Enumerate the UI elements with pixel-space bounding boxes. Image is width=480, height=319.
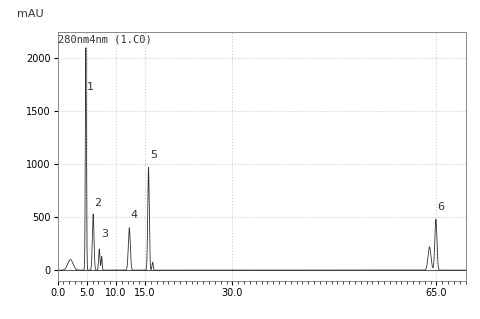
Text: mAU: mAU: [17, 10, 43, 19]
Text: 280nm4nm (1.C0): 280nm4nm (1.C0): [58, 34, 151, 44]
Text: 2: 2: [95, 198, 102, 208]
Text: 3: 3: [101, 229, 108, 240]
Text: 4: 4: [131, 210, 138, 220]
Text: 5: 5: [150, 150, 157, 160]
Text: 1: 1: [87, 82, 95, 92]
Text: 6: 6: [437, 202, 444, 212]
